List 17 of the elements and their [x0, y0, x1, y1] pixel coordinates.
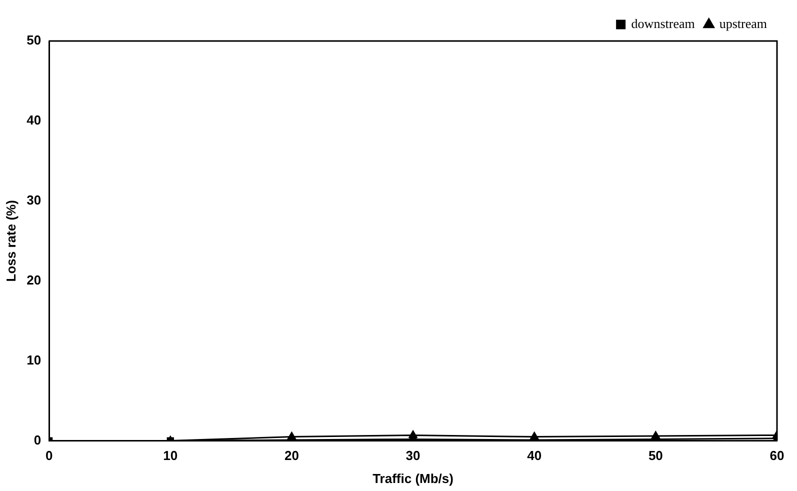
y-tick-label: 10: [26, 352, 42, 368]
x-tick-label: 60: [770, 448, 784, 464]
x-tick-label: 0: [45, 448, 53, 464]
x-tick-label: 10: [163, 448, 178, 464]
y-tick-label: 50: [26, 32, 42, 48]
x-tick-label: 50: [648, 448, 663, 464]
y-tick-label: 20: [26, 272, 42, 288]
legend-label: upstream: [719, 16, 768, 31]
x-tick-label: 40: [527, 448, 542, 464]
x-tick-label: 30: [406, 448, 420, 464]
y-tick-label: 30: [26, 192, 42, 208]
y-axis-title: Loss rate (%): [3, 200, 18, 282]
y-tick-label: 40: [26, 112, 42, 128]
x-axis-title: Traffic (Mb/s): [372, 470, 454, 486]
x-tick-label: 20: [284, 448, 299, 464]
y-tick-label: 0: [34, 432, 42, 448]
legend-label: downstream: [631, 16, 695, 31]
